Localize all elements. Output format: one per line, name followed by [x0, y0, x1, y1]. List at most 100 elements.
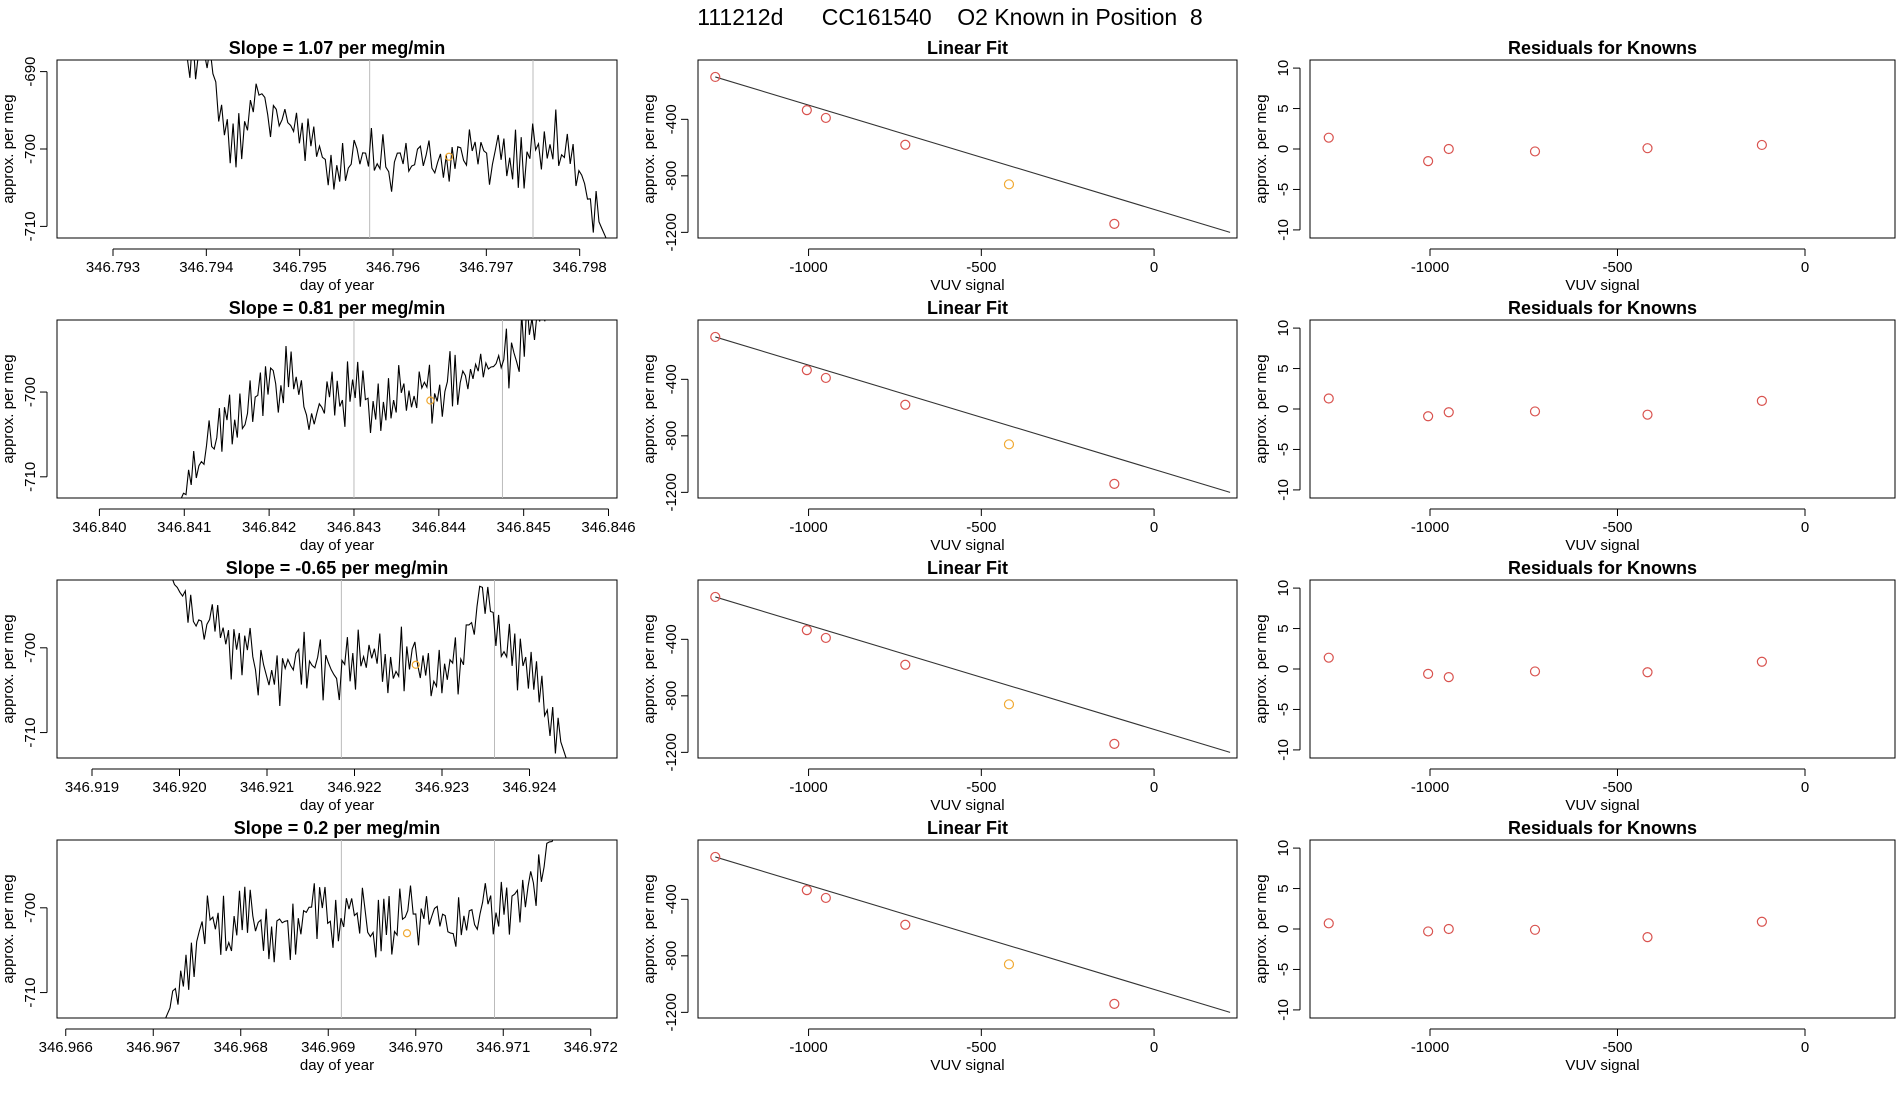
x-axis: -1000 -500 0 VUV signal: [1411, 1028, 1809, 1074]
y-tick-label: -710: [22, 462, 39, 492]
y-tick-label: -1200: [663, 213, 680, 251]
x-tick-label: -1000: [789, 779, 827, 796]
plot-area: [186, 60, 607, 238]
data-point: [710, 331, 721, 343]
y-axis: -10 -5 0 5 10 approx. per meg: [1253, 580, 1301, 761]
chart-ts2: Slope = 0.81 per meg/min 346.840 346.841 34…: [0, 298, 636, 554]
data-point: [1423, 411, 1434, 422]
y-axis-label: approx. per meg: [1253, 614, 1270, 723]
plot-frame: [56, 59, 618, 239]
plot-frame: [697, 839, 1238, 1019]
y-tick-label: -710: [22, 211, 39, 241]
data-point: [900, 919, 911, 930]
x-tick-label: -500: [1602, 519, 1632, 536]
x-axis: -1000 -500 0 VUV signal: [1411, 248, 1809, 294]
chart-title: Slope = 0.81 per meg/min: [229, 298, 446, 318]
plot-frame: [697, 319, 1238, 499]
y-tick-label: -10: [1275, 479, 1292, 501]
y-tick-label: -700: [22, 134, 39, 164]
chart-res2: Residuals for Knowns -1000 -500 0 VUV signal…: [1253, 298, 1896, 554]
x-tick-label: 0: [1150, 779, 1158, 796]
plot-area: [172, 580, 567, 758]
data-point: [1323, 132, 1334, 143]
x-tick-label: 346.971: [476, 1039, 530, 1056]
y-tick-label: -700: [22, 377, 39, 407]
y-tick-label: -690: [22, 57, 39, 87]
x-tick-label: -500: [1602, 259, 1632, 276]
y-tick-label: -400: [663, 364, 680, 394]
data-point: [1642, 409, 1653, 420]
plot-frame: [1309, 319, 1896, 499]
x-tick-label: 346.920: [152, 779, 206, 796]
y-axis: -10 -5 0 5 10 approx. per meg: [1253, 320, 1301, 501]
x-tick-label: 346.840: [72, 519, 126, 536]
y-tick-label: -400: [663, 884, 680, 914]
x-tick-label: -1000: [789, 259, 827, 276]
x-tick-label: 346.924: [502, 779, 556, 796]
chart-title: Slope = 1.07 per meg/min: [229, 38, 446, 58]
plot-area: [710, 331, 1231, 493]
x-tick-label: 346.842: [242, 519, 296, 536]
x-axis-label: VUV signal: [930, 1057, 1004, 1074]
y-tick-label: -400: [663, 624, 680, 654]
x-tick-label: -500: [966, 779, 996, 796]
y-tick-label: -710: [22, 978, 39, 1008]
chart-res3: Residuals for Knowns -1000 -500 0 VUV signal…: [1253, 558, 1896, 814]
data-point: [1423, 926, 1434, 937]
x-axis: -1000 -500 0 VUV signal: [789, 248, 1158, 294]
data-point: [1642, 931, 1653, 943]
x-axis: 346.966 346.967 346.968 346.969 346.970 346.9…: [39, 1028, 618, 1074]
data-point: [1323, 652, 1334, 663]
data-point: [1003, 179, 1015, 190]
y-tick-label: -5: [1275, 443, 1292, 456]
x-tick-label: 0: [1801, 519, 1809, 536]
x-tick-label: 346.841: [157, 519, 211, 536]
y-tick-label: -800: [663, 161, 680, 191]
chart-title: Linear Fit: [927, 558, 1008, 578]
y-tick-label: -700: [22, 633, 39, 663]
chart-title: Residuals for Knowns: [1508, 558, 1697, 578]
y-axis: -710 -700 approx. per meg: [0, 874, 48, 1008]
fit-line: [715, 596, 1231, 753]
data-point: [1443, 671, 1454, 683]
fit-line: [715, 76, 1231, 233]
data-point: [710, 71, 721, 83]
chart-title: Slope = -0.65 per meg/min: [226, 558, 449, 578]
data-point: [1003, 439, 1015, 450]
y-tick-label: -400: [663, 104, 680, 134]
data-point: [1529, 924, 1541, 935]
data-point: [1756, 139, 1767, 151]
x-tick-label: 0: [1801, 259, 1809, 276]
chart-res1: Residuals for Knowns -1000 -500 0 VUV signal…: [1253, 38, 1896, 294]
y-axis-label: approx. per meg: [641, 614, 658, 723]
sample-point: [426, 396, 435, 405]
chart-title: Linear Fit: [927, 818, 1008, 838]
y-axis-label: approx. per meg: [0, 354, 17, 463]
data-point: [1443, 407, 1454, 418]
y-axis-label: approx. per meg: [641, 874, 658, 983]
x-tick-label: -500: [1602, 1039, 1632, 1056]
x-tick-label: 346.966: [39, 1039, 93, 1056]
y-tick-label: -5: [1275, 183, 1292, 196]
y-tick-label: 5: [1275, 884, 1292, 892]
y-axis-label: approx. per meg: [0, 874, 17, 983]
y-tick-label: -800: [663, 681, 680, 711]
y-axis: -710 -700 approx. per meg: [0, 614, 48, 748]
x-axis-label: VUV signal: [1565, 1057, 1639, 1074]
data-point: [900, 139, 911, 150]
y-tick-label: 0: [1275, 405, 1292, 413]
chart-title: Residuals for Knowns: [1508, 38, 1697, 58]
x-tick-label: 346.797: [459, 259, 513, 276]
x-tick-label: 346.843: [327, 519, 381, 536]
x-tick-label: 346.845: [497, 519, 551, 536]
x-tick-label: -500: [966, 1039, 996, 1056]
page-title: 111212d CC161540 O2 Known in Position 8: [697, 4, 1203, 30]
data-point: [1423, 668, 1434, 679]
data-point: [820, 372, 831, 384]
x-tick-label: 346.795: [273, 259, 327, 276]
